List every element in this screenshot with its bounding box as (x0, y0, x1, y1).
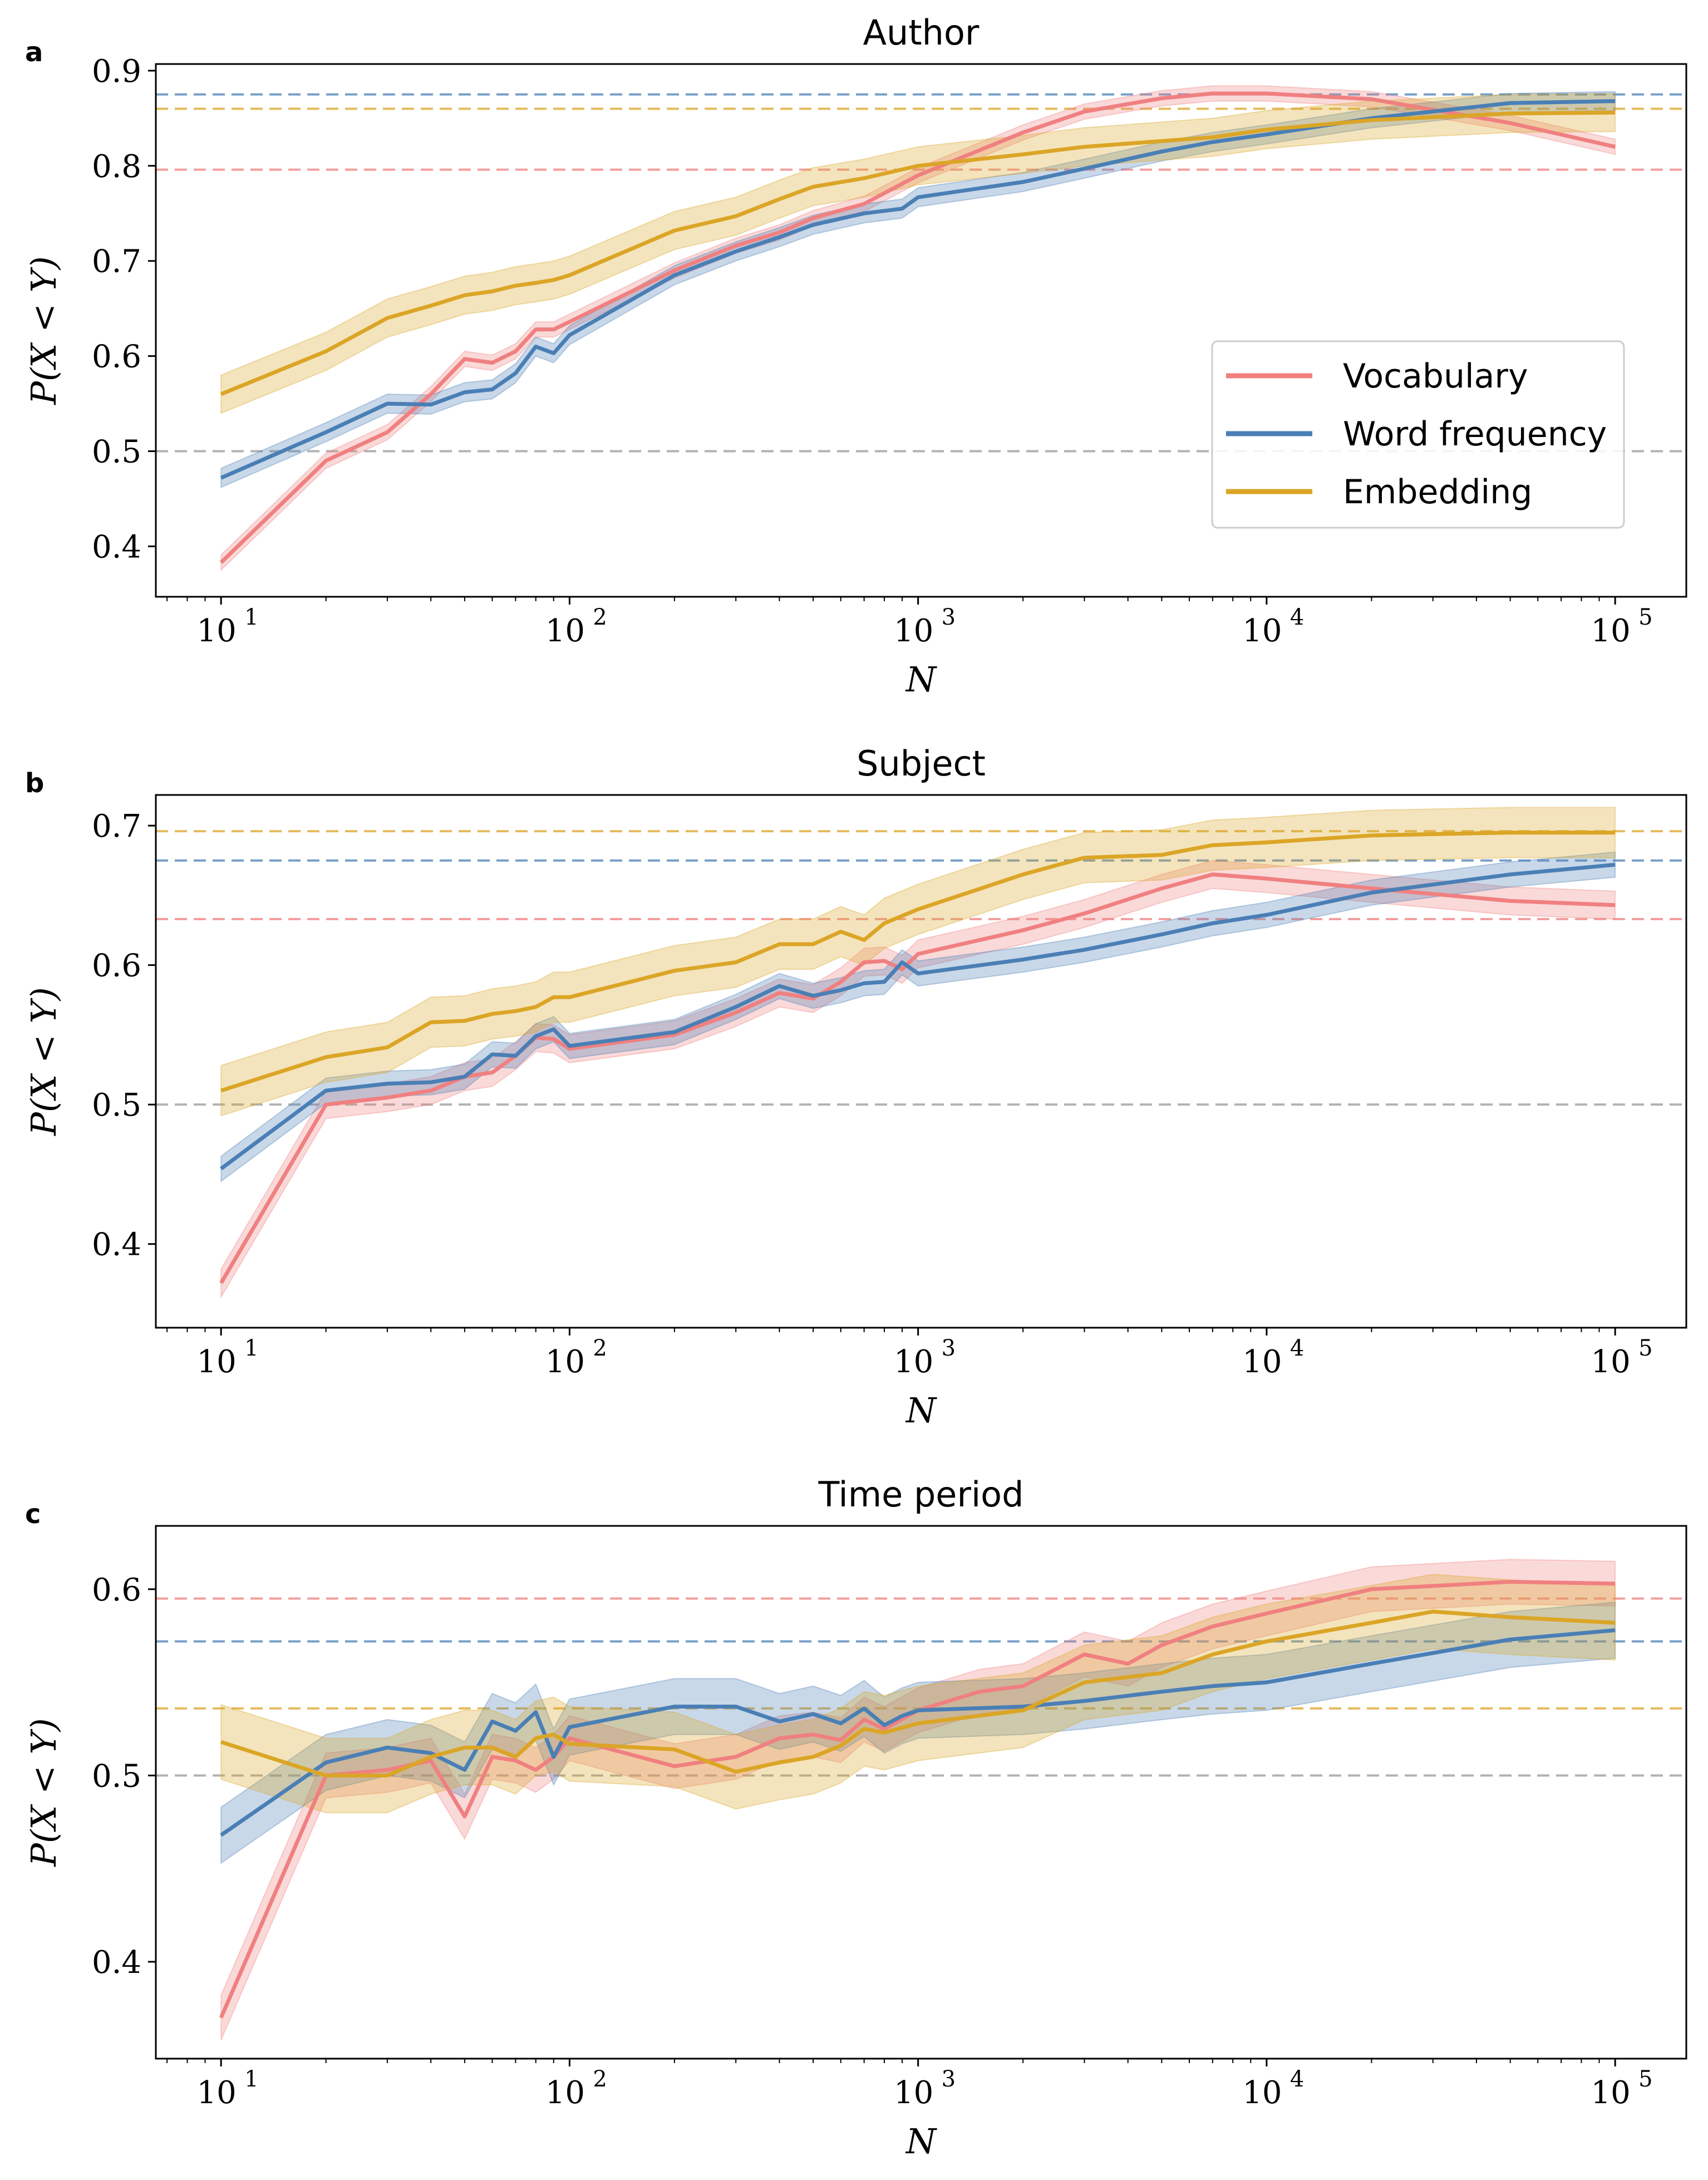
series-line-vocabulary (219, 1579, 1616, 2019)
y-tick-label: 0.5 (92, 1087, 141, 1123)
series-line-word-frequency (220, 862, 1616, 1171)
y-tick-label: 0.6 (92, 1572, 141, 1608)
x-tick-label: 10 (894, 1344, 933, 1380)
x-tick-label: 10 (894, 2075, 933, 2111)
x-tick-label: 10 (1591, 2075, 1631, 2111)
series-line-vocabulary (219, 872, 1616, 1284)
x-tick-exponent: 2 (593, 1336, 607, 1361)
series-line-word-frequency (220, 1628, 1616, 1837)
x-tick-exponent: 3 (942, 1336, 956, 1361)
chart-title: Author (863, 12, 979, 53)
x-tick-label: 10 (1591, 1344, 1631, 1380)
y-tick-label: 0.7 (92, 244, 141, 280)
y-tick-label: 0.9 (92, 53, 141, 90)
band-vocabulary (220, 860, 1616, 1299)
axes-frame (155, 794, 1687, 1329)
x-tick-label: 10 (545, 2075, 585, 2111)
x-tick-exponent: 5 (1638, 2066, 1652, 2092)
y-tick-label: 0.6 (92, 339, 141, 375)
x-tick-label: 10 (545, 613, 585, 649)
y-axis-label: P(X < Y) (23, 256, 64, 405)
x-tick-label: 10 (1242, 613, 1282, 649)
x-tick-exponent: 1 (244, 605, 258, 630)
band-vocabulary (220, 1559, 1616, 2040)
panel-a: a Author 10 1 10 2 10 3 10 4 10 5 0.4 0.5 0.6 0.7 0.8 0.9… (23, 12, 1687, 700)
x-tick-label: 10 (197, 2075, 237, 2111)
x-tick-label: 10 (1242, 2075, 1282, 2111)
y-tick-label: 0.4 (92, 529, 141, 565)
y-tick-label: 0.5 (92, 434, 141, 470)
y-tick-label: 0.6 (92, 948, 141, 984)
panel-c: c Time period 10 1 10 2 10 3 10 4 10 5 0.4 0.5 0.6 N P(X… (23, 1474, 1687, 2162)
legend-label: Vocabulary (1343, 357, 1528, 396)
x-tick-exponent: 4 (1290, 2066, 1304, 2092)
band-embedding (220, 1573, 1616, 1814)
chart-title: Subject (857, 743, 986, 784)
series-line-embedding (220, 1609, 1616, 1778)
x-axis-label: N (905, 659, 938, 700)
x-axis-label: N (905, 2121, 938, 2162)
band-word-frequency (220, 1602, 1616, 1864)
x-tick-exponent: 2 (593, 605, 607, 630)
axes-frame (155, 63, 1687, 598)
y-tick-label: 0.7 (92, 808, 141, 844)
legend: Vocabulary Word frequency Embedding (1211, 340, 1625, 529)
x-tick-label: 10 (1242, 1344, 1282, 1380)
panel-b: b Subject 10 1 10 2 10 3 10 4 10 5 0.4 0.5 0.6 0.7 N P(X … (23, 743, 1687, 1431)
panel-letter: a (25, 37, 43, 68)
x-tick-label: 10 (1591, 613, 1631, 649)
y-tick-label: 0.4 (92, 1227, 141, 1263)
y-tick-label: 0.8 (92, 149, 141, 185)
series-line-embedding (220, 110, 1616, 396)
band-word-frequency (220, 91, 1616, 489)
band-embedding (220, 92, 1616, 414)
x-tick-exponent: 1 (244, 2066, 258, 2092)
x-tick-label: 10 (197, 613, 237, 649)
x-tick-label: 10 (545, 1344, 585, 1380)
axes-frame (155, 1525, 1687, 2060)
y-axis-label: P(X < Y) (23, 1718, 64, 1867)
x-tick-exponent: 2 (593, 2066, 607, 2092)
x-tick-exponent: 3 (942, 605, 956, 630)
x-tick-exponent: 4 (1290, 605, 1304, 630)
legend-box (1211, 340, 1625, 529)
x-tick-exponent: 4 (1290, 1336, 1304, 1361)
panel-letter: c (25, 1499, 41, 1530)
band-vocabulary (220, 85, 1616, 572)
band-embedding (220, 807, 1616, 1117)
series-line-embedding (220, 831, 1616, 1093)
series-line-word-frequency (220, 99, 1616, 480)
x-tick-exponent: 1 (244, 1336, 258, 1361)
x-axis-label: N (905, 1390, 938, 1431)
chart-title: Time period (818, 1474, 1024, 1515)
y-tick-label: 0.5 (92, 1758, 141, 1794)
series-line-vocabulary (219, 91, 1616, 564)
x-tick-label: 10 (197, 1344, 237, 1380)
x-tick-exponent: 3 (942, 2066, 956, 2092)
legend-label: Word frequency (1343, 415, 1607, 454)
x-tick-exponent: 5 (1638, 605, 1652, 630)
x-tick-label: 10 (894, 613, 933, 649)
x-tick-exponent: 5 (1638, 1336, 1652, 1361)
panel-letter: b (25, 768, 44, 799)
y-axis-label: P(X < Y) (23, 987, 64, 1136)
y-tick-label: 0.4 (92, 1945, 141, 1981)
band-word-frequency (220, 851, 1616, 1182)
legend-label: Embedding (1343, 473, 1532, 512)
